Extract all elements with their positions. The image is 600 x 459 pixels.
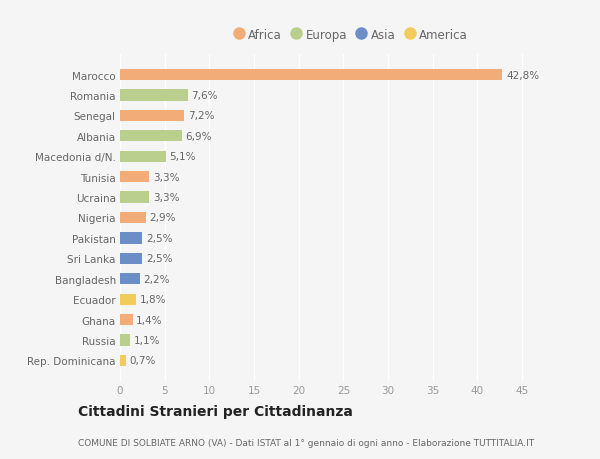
Bar (120, 192, 149, 203)
Bar (120, 274, 140, 285)
Text: 1,4%: 1,4% (136, 315, 163, 325)
Text: 6,9%: 6,9% (185, 132, 212, 141)
Text: 7,2%: 7,2% (188, 111, 214, 121)
Text: 2,5%: 2,5% (146, 233, 172, 243)
Text: 3,3%: 3,3% (153, 193, 179, 203)
Text: 1,8%: 1,8% (140, 295, 166, 304)
Bar (120, 294, 136, 305)
Text: 2,9%: 2,9% (149, 213, 176, 223)
Text: 2,2%: 2,2% (143, 274, 170, 284)
Text: 42,8%: 42,8% (506, 71, 539, 80)
Text: 3,3%: 3,3% (153, 172, 179, 182)
Bar (120, 355, 126, 366)
Bar (120, 90, 188, 101)
Text: COMUNE DI SOLBIATE ARNO (VA) - Dati ISTAT al 1° gennaio di ogni anno - Elaborazi: COMUNE DI SOLBIATE ARNO (VA) - Dati ISTA… (78, 438, 534, 447)
Text: Cittadini Stranieri per Cittadinanza: Cittadini Stranieri per Cittadinanza (78, 404, 353, 419)
Bar (120, 335, 130, 346)
Text: 5,1%: 5,1% (169, 152, 196, 162)
Bar (120, 233, 142, 244)
Bar (120, 131, 182, 142)
Bar (120, 151, 166, 162)
Text: 7,6%: 7,6% (191, 91, 218, 101)
Bar (120, 70, 502, 81)
Bar (120, 111, 184, 122)
Bar (120, 172, 149, 183)
Bar (120, 314, 133, 325)
Text: 1,1%: 1,1% (133, 335, 160, 345)
Bar (120, 213, 146, 224)
Text: 0,7%: 0,7% (130, 356, 156, 365)
Text: 2,5%: 2,5% (146, 254, 172, 264)
Legend: Africa, Europa, Asia, America: Africa, Europa, Asia, America (230, 25, 472, 45)
Bar (120, 253, 142, 264)
